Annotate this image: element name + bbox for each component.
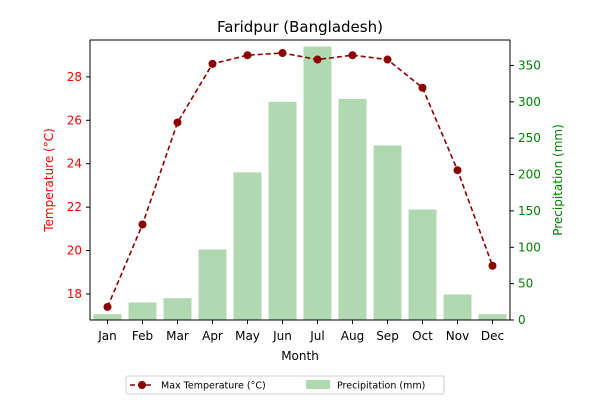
chart-title: Faridpur (Bangladesh) [217, 18, 383, 36]
precipitation-bar [233, 172, 262, 320]
legend-line-marker [138, 381, 146, 389]
temperature-line [103, 49, 497, 311]
x-tick-label: Apr [202, 329, 223, 343]
temperature-point [278, 49, 287, 58]
x-tick-label: Jan [97, 329, 117, 343]
temperature-point [173, 118, 182, 127]
x-tick-label: Oct [412, 329, 433, 343]
x-tick-label: May [235, 329, 260, 343]
y-axis-left-label: Temperature (°C) [42, 128, 56, 233]
precipitation-bar [303, 46, 332, 320]
temperature-point [418, 83, 427, 92]
x-tick-label: Jul [309, 329, 324, 343]
y-left-tick-label: 18 [67, 287, 82, 301]
temperature-point [243, 51, 252, 60]
y-right-tick-label: 150 [518, 204, 541, 218]
y-left-tick-label: 20 [67, 244, 82, 258]
temperature-point [488, 261, 497, 270]
y-right-tick-label: 0 [518, 313, 526, 327]
y-right-tick-label: 50 [518, 277, 533, 291]
legend-bar-swatch [306, 380, 330, 389]
x-tick-label: Dec [481, 329, 504, 343]
legend: Max Temperature (°C) Precipitation (mm) [125, 375, 445, 395]
precipitation-bar [128, 302, 157, 320]
temperature-point [348, 51, 357, 60]
x-axis-label: Month [281, 349, 319, 363]
precipitation-bars [93, 46, 507, 321]
precipitation-bar [478, 314, 507, 320]
precipitation-bar [338, 98, 367, 320]
temperature-point [103, 302, 112, 311]
precipitation-bar [268, 101, 297, 321]
y-axis-right-label: Precipitation (mm) [551, 124, 565, 236]
x-tick-label: Nov [446, 329, 469, 343]
precipitation-bar [443, 294, 472, 320]
y-left-tick-label: 26 [67, 113, 82, 127]
y-left-tick-label: 24 [67, 157, 82, 171]
precipitation-bar [373, 145, 402, 320]
precipitation-bar [408, 209, 437, 320]
legend-frame [125, 375, 445, 395]
x-tick-label: Aug [341, 329, 364, 343]
temperature-point [453, 166, 462, 175]
y-left-tick-label: 28 [67, 70, 82, 84]
x-tick-label: Jun [272, 329, 292, 343]
x-tick-label: Mar [166, 329, 189, 343]
y-right-tick-label: 350 [518, 58, 541, 72]
legend-label-precipitation: Precipitation (mm) [337, 381, 425, 392]
y-left-tick-label: 22 [67, 200, 82, 214]
precipitation-bar [198, 249, 227, 320]
temperature-point [383, 55, 392, 64]
temperature-point [313, 55, 322, 64]
axes: Jan Feb Mar Apr May Jun Jul Aug Sep Oct Nov Dec 18 20… [67, 39, 541, 343]
y-right-tick-label: 100 [518, 240, 541, 254]
temperature-point [208, 59, 217, 68]
temperature-line-path [106, 52, 494, 308]
precipitation-bar [163, 298, 192, 320]
y-right-tick-label: 300 [518, 95, 541, 109]
precipitation-bar [93, 314, 122, 320]
y-right-tick-label: 200 [518, 168, 541, 182]
x-tick-label: Sep [376, 329, 399, 343]
temperature-point [138, 220, 147, 229]
y-right-tick-label: 250 [518, 131, 541, 145]
legend-label-temperature: Max Temperature (°C) [161, 381, 266, 392]
x-tick-label: Feb [132, 329, 153, 343]
plot-frame [89, 39, 511, 321]
